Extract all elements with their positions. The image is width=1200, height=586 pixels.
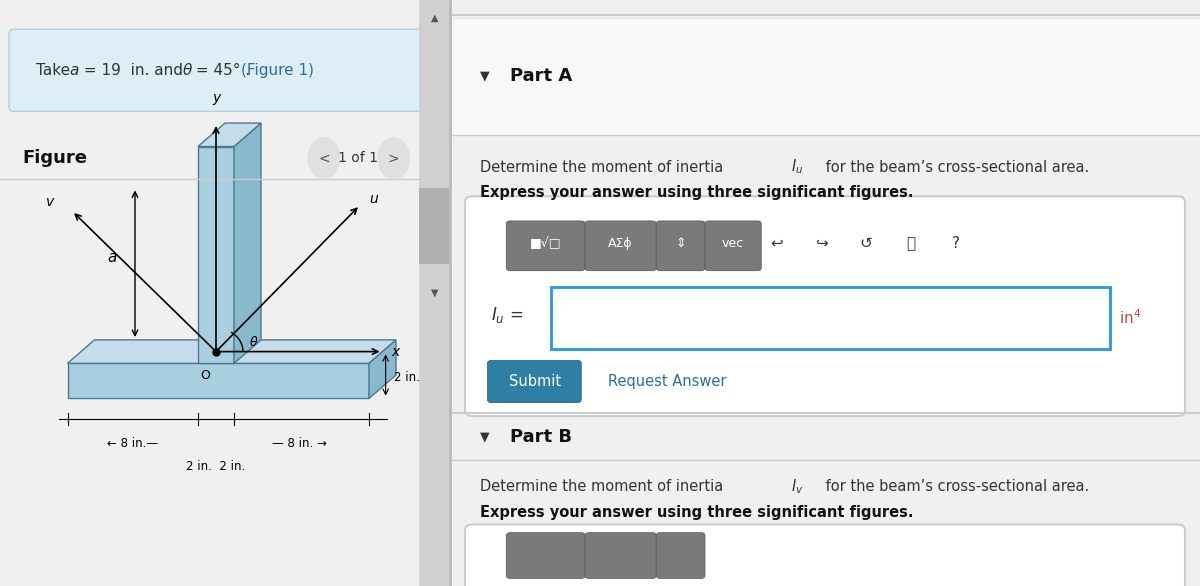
Polygon shape <box>198 123 262 146</box>
Polygon shape <box>198 146 234 363</box>
Text: ▼: ▼ <box>431 288 438 298</box>
FancyBboxPatch shape <box>487 360 581 403</box>
Text: y: y <box>212 91 220 105</box>
Text: v: v <box>46 195 54 209</box>
Text: Part A: Part A <box>510 67 572 85</box>
FancyBboxPatch shape <box>8 29 427 111</box>
Text: ■√□: ■√□ <box>530 237 562 250</box>
Circle shape <box>308 138 340 179</box>
FancyBboxPatch shape <box>466 524 1186 586</box>
Text: — 8 in. →: — 8 in. → <box>272 437 326 449</box>
Text: ⌸: ⌸ <box>907 236 916 251</box>
FancyBboxPatch shape <box>466 196 1186 416</box>
Text: >: > <box>388 151 400 165</box>
Text: ▲: ▲ <box>431 12 438 23</box>
Text: a: a <box>108 250 118 265</box>
FancyBboxPatch shape <box>706 221 761 271</box>
Text: θ: θ <box>250 336 257 349</box>
Text: for the beam’s cross-sectional area.: for the beam’s cross-sectional area. <box>821 159 1090 175</box>
Polygon shape <box>234 123 262 363</box>
Text: = 45° .: = 45° . <box>191 63 256 78</box>
Text: AΣϕ: AΣϕ <box>608 237 632 250</box>
Text: for the beam’s cross-sectional area.: for the beam’s cross-sectional area. <box>821 479 1090 494</box>
Text: (Figure 1): (Figure 1) <box>241 63 313 78</box>
Text: $I_v$: $I_v$ <box>791 477 804 496</box>
FancyBboxPatch shape <box>450 18 1200 135</box>
Text: ↩: ↩ <box>770 236 782 251</box>
Polygon shape <box>370 340 396 398</box>
Text: Submit: Submit <box>509 374 560 389</box>
Text: θ: θ <box>182 63 192 78</box>
FancyBboxPatch shape <box>506 221 586 271</box>
Text: x: x <box>391 345 400 359</box>
Text: 2 in.: 2 in. <box>394 372 420 384</box>
Text: ▼: ▼ <box>480 430 490 443</box>
Text: 2 in.  2 in.: 2 in. 2 in. <box>186 460 246 473</box>
FancyBboxPatch shape <box>506 533 586 578</box>
Polygon shape <box>67 363 370 398</box>
Text: ?: ? <box>953 236 960 251</box>
Text: a: a <box>70 63 79 78</box>
FancyBboxPatch shape <box>551 287 1110 349</box>
Text: = 19  in. and: = 19 in. and <box>79 63 187 78</box>
Text: $I_u$: $I_u$ <box>791 158 804 176</box>
Text: Determine the moment of inertia: Determine the moment of inertia <box>480 479 728 494</box>
Text: in$^4$: in$^4$ <box>1120 308 1141 327</box>
Text: O: O <box>200 369 210 382</box>
FancyBboxPatch shape <box>419 0 450 586</box>
FancyBboxPatch shape <box>656 221 706 271</box>
Text: Take: Take <box>36 63 74 78</box>
Text: Figure: Figure <box>23 149 88 167</box>
Text: ⇕: ⇕ <box>676 237 686 250</box>
Text: u: u <box>370 192 378 206</box>
FancyBboxPatch shape <box>419 188 450 264</box>
FancyBboxPatch shape <box>656 533 706 578</box>
Text: ↺: ↺ <box>860 236 872 251</box>
Text: Express your answer using three significant figures.: Express your answer using three signific… <box>480 185 913 200</box>
Text: ▼: ▼ <box>480 70 490 83</box>
Text: <: < <box>318 151 330 165</box>
Text: $I_u$ =: $I_u$ = <box>491 305 523 325</box>
Text: 1 of 1: 1 of 1 <box>337 151 378 165</box>
FancyBboxPatch shape <box>586 221 656 271</box>
Text: vec: vec <box>722 237 744 250</box>
Text: Request Answer: Request Answer <box>607 374 726 389</box>
Text: ← 8 in.—: ← 8 in.— <box>107 437 158 449</box>
Text: Part B: Part B <box>510 428 572 445</box>
Text: Determine the moment of inertia: Determine the moment of inertia <box>480 159 728 175</box>
Polygon shape <box>67 340 396 363</box>
Circle shape <box>378 138 409 179</box>
Text: ↪: ↪ <box>815 236 828 251</box>
FancyBboxPatch shape <box>586 533 656 578</box>
Text: Express your answer using three significant figures.: Express your answer using three signific… <box>480 505 913 520</box>
